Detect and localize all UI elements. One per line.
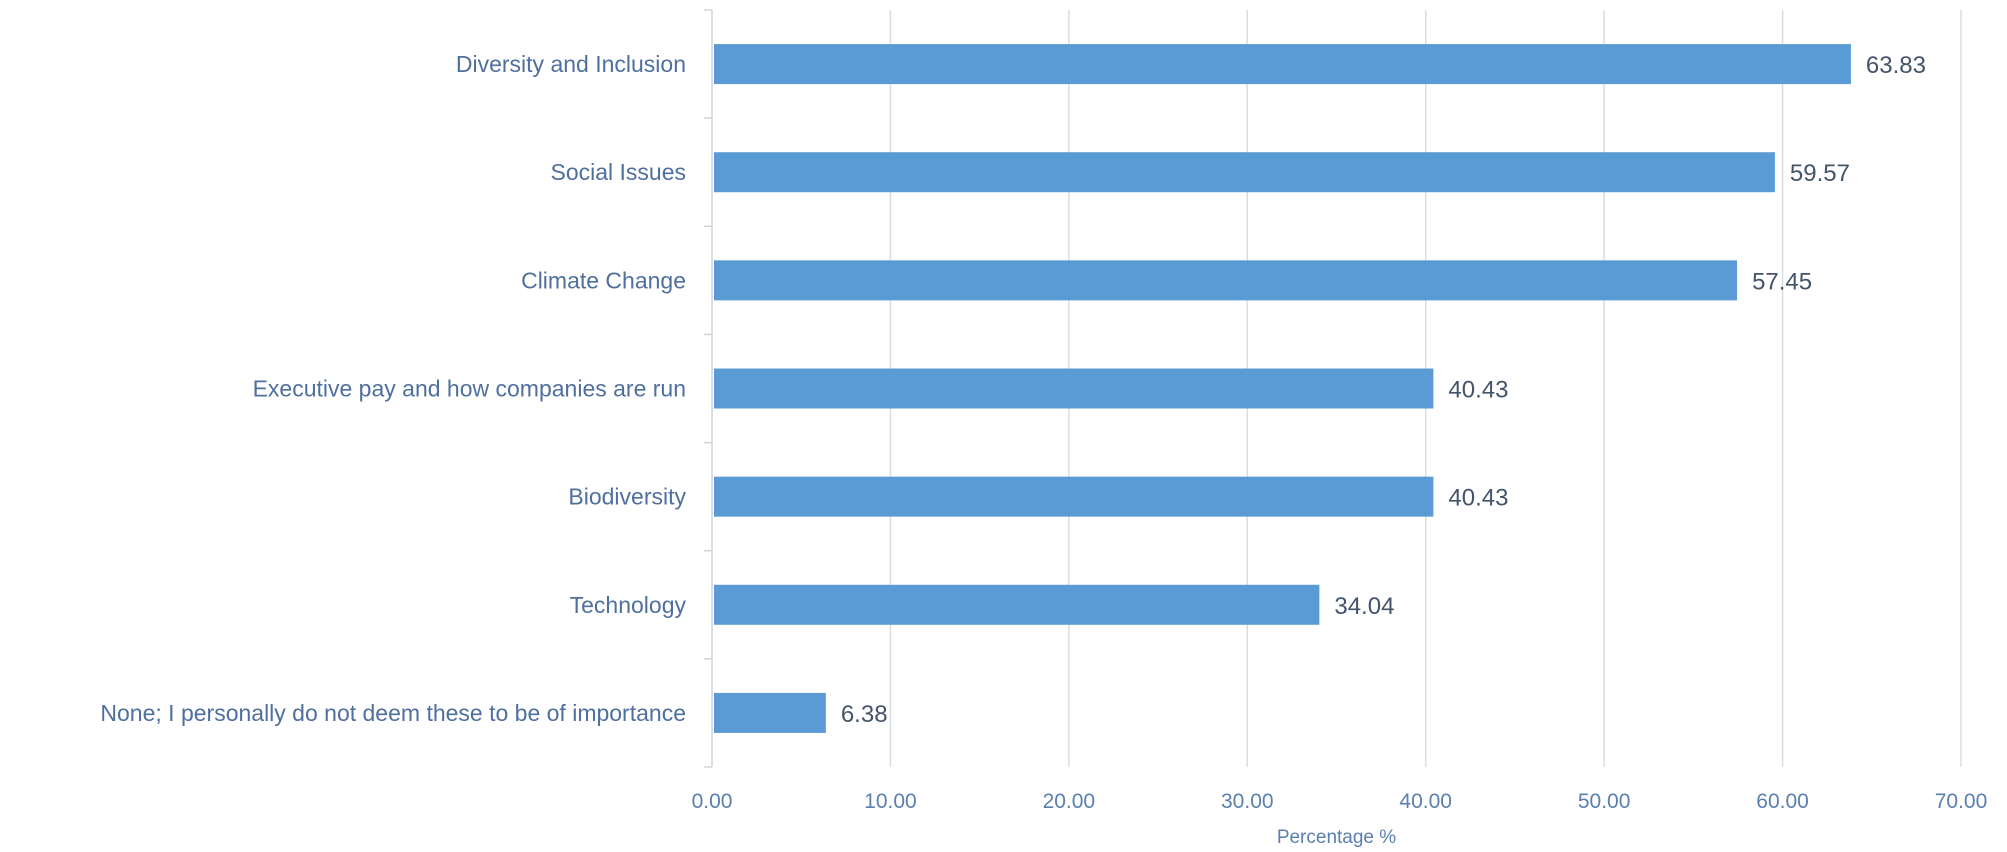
category-label: Social Issues — [550, 159, 686, 185]
category-label: Diversity and Inclusion — [456, 51, 686, 77]
data-label: 57.45 — [1752, 268, 1812, 295]
category-label: Biodiversity — [568, 484, 686, 510]
category-label: Climate Change — [521, 267, 686, 293]
x-tick-label: 70.00 — [1935, 790, 1988, 813]
bars — [714, 44, 1851, 733]
x-tick-label: 20.00 — [1043, 790, 1096, 813]
category-label: Executive pay and how companies are run — [253, 376, 686, 402]
data-label: 34.04 — [1334, 593, 1394, 620]
data-label: 6.38 — [841, 701, 888, 728]
x-tick-label: 30.00 — [1221, 790, 1274, 813]
x-tick-label: 10.00 — [864, 790, 917, 813]
bar — [714, 44, 1851, 85]
data-label: 40.43 — [1448, 485, 1508, 512]
x-tick-label: 50.00 — [1578, 790, 1631, 813]
bar — [714, 584, 1320, 625]
x-tick-label: 60.00 — [1756, 790, 1809, 813]
category-label: Technology — [570, 592, 687, 618]
bar — [714, 260, 1738, 301]
category-label: None; I personally do not deem these to … — [100, 700, 686, 726]
data-label: 59.57 — [1790, 160, 1850, 187]
bar — [714, 692, 826, 733]
x-tick-label: 40.00 — [1399, 790, 1452, 813]
bar — [714, 476, 1434, 517]
data-label: 40.43 — [1448, 377, 1508, 404]
labels: 0.00 10.00 20.00 30.00 40.00 50.00 60.00 70.00 D… — [100, 51, 1987, 813]
bar — [714, 368, 1434, 409]
x-axis-title: Percentage % — [1277, 827, 1396, 847]
axes — [704, 9, 713, 768]
bar — [714, 152, 1775, 193]
x-tick-label: 0.00 — [692, 790, 733, 813]
data-label: 63.83 — [1866, 52, 1926, 79]
